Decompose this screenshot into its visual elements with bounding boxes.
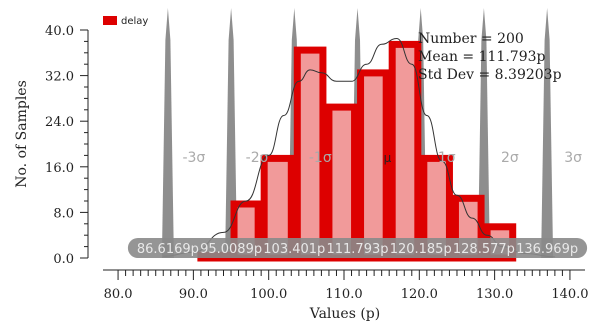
sigma-symbol-3: μ <box>384 151 392 165</box>
y-tick-label-3: 24.0 <box>45 115 74 130</box>
sigma-value-label-0: 86.6169p <box>137 242 199 257</box>
x-tick-label-2: 100.0 <box>250 287 287 302</box>
sigma-value-label-4: 120.185p <box>390 242 452 257</box>
sigma-symbol-5: 2σ <box>501 150 519 166</box>
y-tick-label-4: 32.0 <box>45 70 74 85</box>
x-tick-label-6: 140.0 <box>551 287 588 302</box>
y-axis-title: No. of Samples <box>14 80 30 188</box>
sigma-value-label-2: 103.401p <box>263 242 325 257</box>
histogram-bar-4 <box>325 103 359 262</box>
sigma-symbols-layer: -3σ -2σ -1σ μ 1σ 2σ 3σ <box>182 150 582 166</box>
density-curve <box>163 38 555 258</box>
x-tick-label-5: 130.0 <box>476 287 513 302</box>
stats-box: Number = 200 Mean = 111.793p Std Dev = 8… <box>418 31 562 83</box>
sigma-value-label-6: 136.969p <box>516 242 578 257</box>
sigma-value-label-5: 128.577p <box>453 242 515 257</box>
axes-layer: 80.0 90.0 100.0 110.0 120.0 130.0 140.0 0.0 8.0 1… <box>45 24 589 302</box>
sigma-symbol-6: 3σ <box>564 150 582 166</box>
x-tick-label-3: 110.0 <box>325 287 362 302</box>
x-tick-label-1: 90.0 <box>179 287 208 302</box>
x-tick-label-4: 120.0 <box>401 287 438 302</box>
histogram-bar-5 <box>357 69 390 262</box>
stats-std-dev: Std Dev = 8.39203p <box>418 67 562 83</box>
sigma-line-6 <box>541 8 554 258</box>
sigma-line-0 <box>161 8 174 258</box>
sigma-symbol-2: -1σ <box>309 150 332 166</box>
curve-layer <box>163 38 555 258</box>
sigma-labels-background <box>127 238 588 258</box>
legend: delay <box>103 16 148 27</box>
stats-mean: Mean = 111.793p <box>418 49 546 65</box>
sigma-symbol-4: 1σ <box>438 150 456 166</box>
sigma-value-label-3: 111.793p <box>326 242 388 257</box>
x-tick-label-0: 80.0 <box>104 287 133 302</box>
legend-label: delay <box>121 16 148 27</box>
sigma-line-1 <box>225 8 238 258</box>
y-tick-label-0: 0.0 <box>53 252 74 267</box>
x-axis-title: Values (p) <box>309 306 380 322</box>
sigma-value-label-1: 95.0089p <box>200 242 262 257</box>
stats-number: Number = 200 <box>418 31 524 47</box>
y-tick-label-2: 16.0 <box>45 161 74 176</box>
histogram-bar-6 <box>388 40 422 262</box>
legend-swatch <box>103 16 117 25</box>
sigma-symbol-0: -3σ <box>182 150 205 166</box>
y-tick-label-1: 8.0 <box>53 206 74 221</box>
sigma-value-labels-layer: 86.6169p 95.0089p 103.401p 111.793p 120.185p… <box>127 238 588 258</box>
y-tick-label-5: 40.0 <box>45 24 74 39</box>
sigma-symbol-1: -2σ <box>246 150 269 166</box>
